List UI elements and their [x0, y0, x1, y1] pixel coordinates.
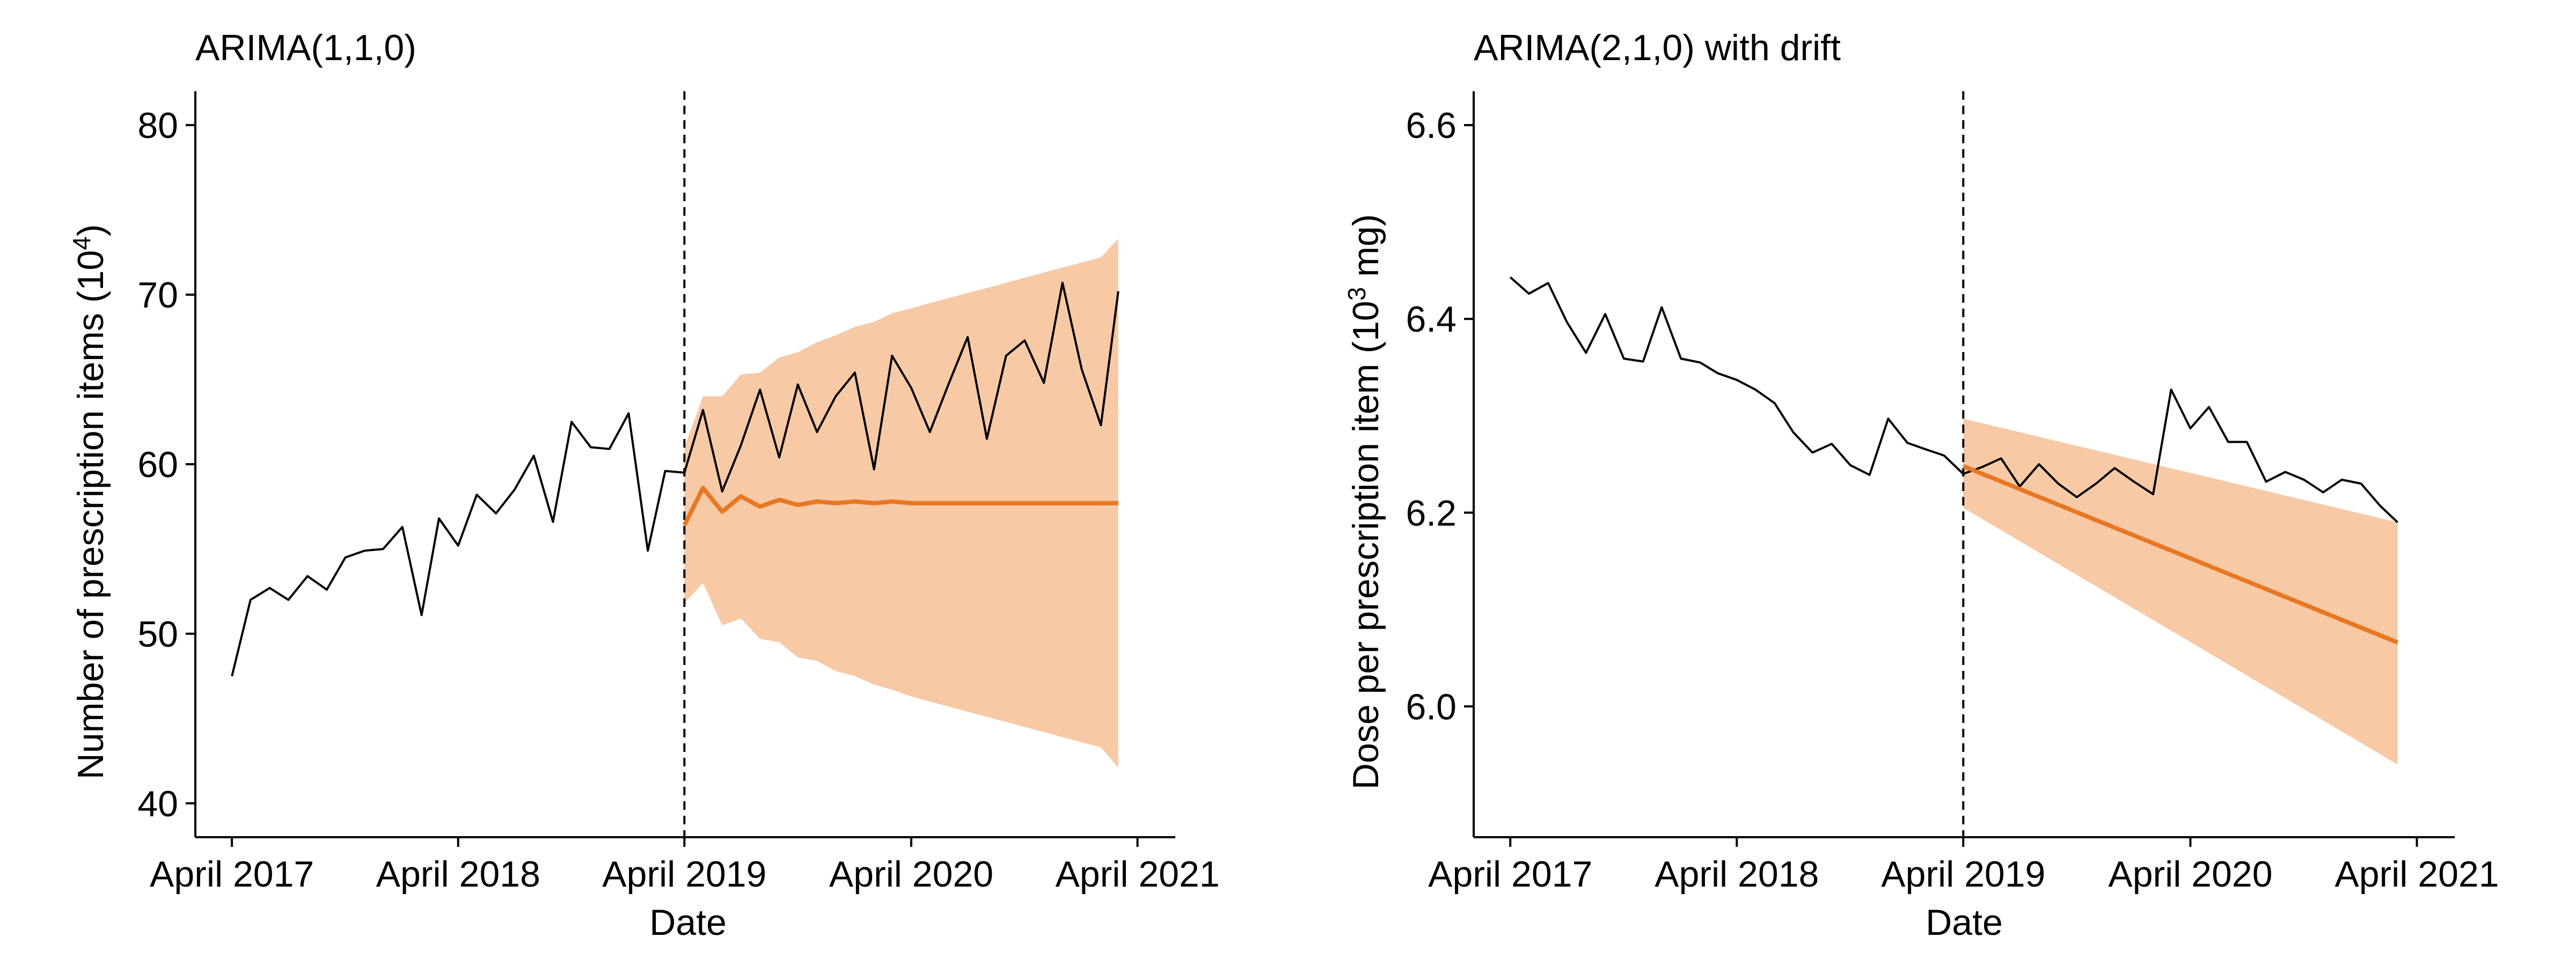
- y-tick-label: 60: [137, 444, 178, 485]
- x-tick-label: April 2021: [2334, 854, 2499, 895]
- y-tick-label: 6.4: [1406, 299, 1457, 340]
- y-axis-title-tail: ): [70, 224, 111, 237]
- observed-line: [231, 281, 1119, 677]
- y-tick-label: 6.6: [1406, 105, 1457, 146]
- y-axis-title: Number of prescription items (104): [68, 224, 111, 780]
- forecast-interval-band: [1963, 419, 2398, 765]
- x-axis-title: Date: [1926, 902, 2003, 943]
- y-tick-label: 50: [137, 614, 178, 655]
- x-tick-label: April 2017: [150, 854, 314, 895]
- x-tick-label: April 2019: [602, 854, 766, 895]
- x-tick-label: April 2018: [1655, 854, 1819, 895]
- x-tick-label: April 2019: [1881, 854, 2045, 895]
- panel-arima-210-drift: ARIMA(2,1,0) with drift Date Dose per pr…: [1343, 27, 2499, 943]
- x-tick-label: April 2017: [1428, 854, 1592, 895]
- plot-area: [231, 91, 1119, 837]
- x-tick-label: April 2020: [829, 854, 993, 895]
- y-axis-title-sup: 3: [1343, 287, 1371, 301]
- forecast-line: [1962, 464, 2399, 645]
- y-tick-label: 40: [137, 784, 178, 824]
- y-axis-title-tail: mg): [1345, 214, 1386, 287]
- y-tick-label: 6.0: [1406, 686, 1457, 727]
- panel-arima-110: ARIMA(1,1,0) Date Number of prescription…: [68, 27, 1220, 943]
- forecast-line: [682, 486, 1118, 526]
- y-tick-label: 6.2: [1406, 493, 1457, 533]
- panel-title: ARIMA(2,1,0) with drift: [1474, 27, 1841, 68]
- x-axis-title: Date: [649, 902, 727, 943]
- x-tick-label: April 2020: [2108, 854, 2272, 895]
- y-tick-label: 70: [137, 275, 178, 316]
- y-tick-label: 80: [137, 105, 178, 146]
- observed-line: [1509, 276, 2399, 523]
- y-axis-title-sup: 4: [68, 236, 96, 250]
- y-axis-title-main: Number of prescription items (10: [70, 250, 111, 779]
- panel-title: ARIMA(1,1,0): [195, 27, 416, 68]
- x-tick-label: April 2021: [1055, 854, 1219, 895]
- x-tick-label: April 2018: [376, 854, 540, 895]
- y-axis-title: Dose per prescription item (103 mg): [1343, 214, 1386, 789]
- y-axis-title-main: Dose per prescription item (10: [1345, 301, 1386, 789]
- plot-area: [1509, 91, 2399, 837]
